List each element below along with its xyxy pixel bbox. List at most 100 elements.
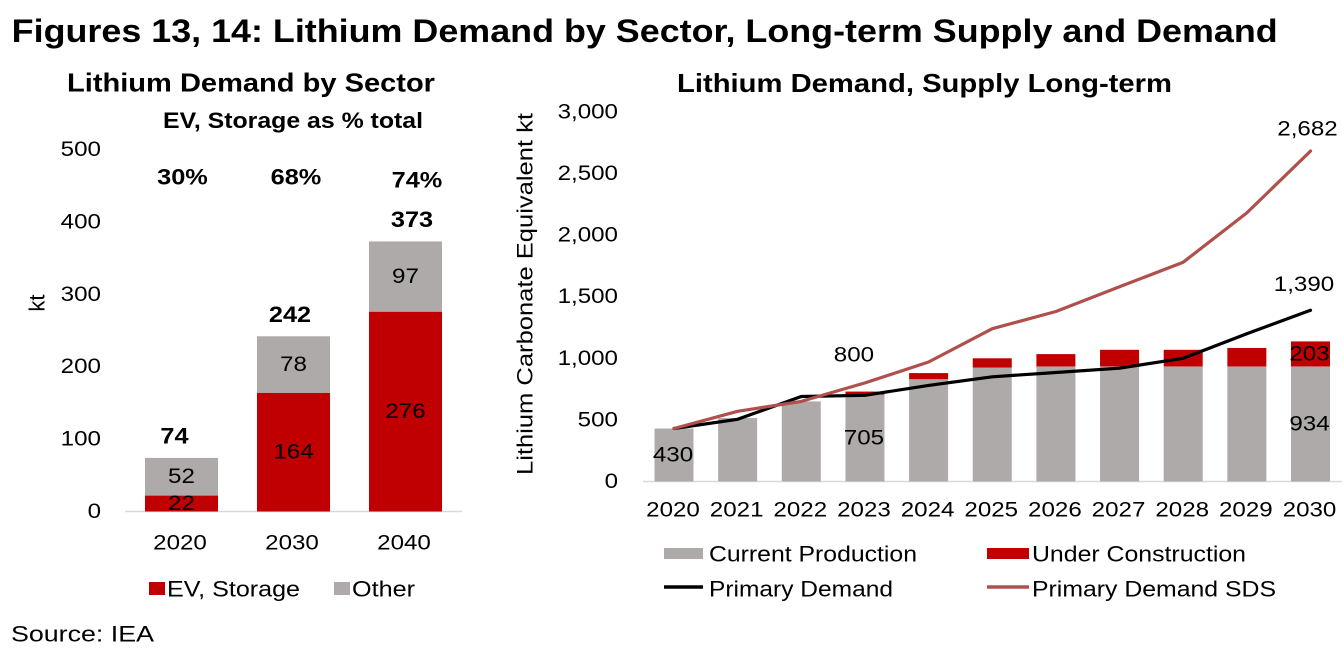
- right-legend: Current Production Under Construction Pr…: [664, 542, 1276, 602]
- data-point-primary-demand-sds-2024: [927, 360, 930, 364]
- left-legend: EV, Storage Other: [149, 577, 415, 602]
- bar-current-production-2027: [1100, 366, 1140, 482]
- bar-current-production-2022: [781, 401, 821, 482]
- data-label-other-2030: 78: [280, 353, 307, 376]
- figure-title: Figures 13, 14: Lithium Demand by Sector…: [12, 13, 1278, 49]
- annotation-current-production-2020: 430: [653, 444, 693, 467]
- legend-item-primary-demand-sds: Primary Demand SDS: [987, 577, 1276, 602]
- bar-other-2020: [145, 457, 218, 496]
- source-note: Source: IEA: [11, 622, 154, 647]
- data-point-primary-demand-2023: [863, 393, 867, 397]
- data-label-other-2020: 52: [168, 465, 195, 488]
- data-point-primary-demand-sds-2020: [672, 427, 676, 430]
- data-point-primary-demand-sds-2028: [1181, 260, 1185, 264]
- legend-label-other: Other: [352, 577, 415, 602]
- legend-swatch-ev-storage: [149, 582, 165, 595]
- legend-swatch-current-production: [664, 548, 703, 559]
- bar-current-production-2021: [718, 418, 758, 482]
- y-tick-label: 200: [61, 355, 101, 378]
- y-tick-label: 400: [61, 210, 101, 233]
- y-tick-label: 100: [61, 428, 101, 451]
- bar-current-production-2024: [909, 379, 949, 482]
- bar-under-construction-2026: [1036, 354, 1076, 367]
- legend-label-primary-demand: Primary Demand: [709, 577, 893, 602]
- right-chart: Lithium Demand, Supply Long-term Lithium…: [513, 68, 1342, 602]
- bar-ev-storage-2040: [369, 311, 442, 512]
- share-label-2020: 30%: [157, 165, 208, 190]
- y-tick-label: 2,000: [558, 224, 618, 247]
- right-y-axis-title: Lithium Carbonate Equivalent kt: [513, 113, 538, 475]
- data-point-primary-demand-sds-2026: [1054, 310, 1058, 313]
- x-tick-label: 2020: [646, 499, 700, 522]
- annotation-primary-demand-sds-2030: 2,682: [1277, 118, 1337, 141]
- left-chart-subtitle: EV, Storage as % total: [163, 108, 423, 133]
- data-point-primary-demand-sds-2027: [1118, 285, 1121, 289]
- data-point-primary-demand-2022: [799, 395, 803, 398]
- x-tick-label: 2023: [837, 499, 891, 522]
- left-chart: Lithium Demand by Sector EV, Storage as …: [25, 68, 462, 602]
- share-label-2030: 68%: [271, 165, 322, 190]
- bar-under-construction-2029: [1227, 347, 1267, 367]
- legend-label-under-construction: Under Construction: [1032, 542, 1246, 567]
- legend-item-under-construction: Under Construction: [987, 542, 1246, 567]
- bar-under-construction-2023: [845, 391, 885, 395]
- x-tick-label: 2027: [1092, 499, 1146, 522]
- bar-under-construction-2030: [1291, 341, 1330, 367]
- right-plot-area: 0 500 1,000 1,500 2,000 2,500 3,000 2020 2021 202…: [558, 100, 1342, 522]
- bar-current-production-2028: [1163, 366, 1203, 482]
- annotation-primary-demand-2030: 1,390: [1274, 273, 1334, 296]
- bars: [145, 241, 442, 512]
- data-point-primary-demand-sds-2025: [990, 327, 994, 331]
- x-tick-label: 2021: [710, 499, 764, 522]
- legend-label-current-production: Current Production: [709, 542, 917, 567]
- bar-current-production-2029: [1227, 366, 1267, 482]
- y-tick-label: 2,500: [558, 162, 618, 185]
- bar-labels: 22 52 74 30% 164 78 242 68% 276 97 373 74%: [157, 165, 442, 516]
- data-point-primary-demand-2021: [736, 417, 740, 421]
- bar-current-production-2025: [972, 367, 1012, 482]
- data-point-primary-demand-sds-2022: [799, 400, 803, 403]
- bar-current-production-2026: [1036, 366, 1076, 482]
- left-plot-area: 0 100 200 300 400 500 22 52 74 30% 164 78 242 68% 276 9…: [61, 138, 462, 555]
- annotation-primary-demand-sds-2023: 800: [834, 343, 874, 366]
- right-chart-title: Lithium Demand, Supply Long-term: [677, 68, 1172, 98]
- data-point-primary-demand-sds-2021: [736, 409, 740, 413]
- series-primary-demand-sds: [672, 149, 1313, 431]
- data-point-primary-demand-2025: [990, 375, 994, 379]
- y-tick-label: 300: [61, 283, 101, 306]
- bar-current-production-2020: [654, 428, 694, 482]
- x-tick-label: 2030: [1283, 499, 1337, 522]
- total-label-2030: 242: [269, 302, 311, 327]
- x-tick-label: 2040: [377, 532, 431, 555]
- bar-ev-storage-2020: [145, 495, 218, 512]
- legend-label-primary-demand-sds: Primary Demand SDS: [1032, 577, 1276, 602]
- annotation-current-production-2023: 705: [844, 427, 884, 450]
- left-y-axis-title: kt: [25, 294, 50, 311]
- data-label-other-2040: 97: [392, 265, 419, 288]
- annotation-under-construction-2030: 203: [1289, 342, 1329, 365]
- y-tick-label: 1,500: [558, 285, 618, 308]
- legend-item-current-production: Current Production: [664, 542, 917, 567]
- bar-current-production-2023: [845, 394, 885, 482]
- bar-ev-storage-2030: [257, 392, 330, 512]
- bar-current-production-2030: [1291, 366, 1330, 482]
- x-tick-label: 2030: [265, 532, 319, 555]
- bar-under-construction-2024: [909, 373, 949, 380]
- share-label-2040: 74%: [392, 168, 443, 193]
- annotations: 430 705 800 934 203 2,682 1,390: [653, 118, 1338, 467]
- legend-label-ev-storage: EV, Storage: [167, 577, 300, 602]
- x-tick-label: 2028: [1155, 499, 1209, 522]
- data-label-ev-storage-2020: 22: [168, 492, 195, 515]
- x-tick-label: 2025: [964, 499, 1018, 522]
- legend-item-ev-storage: EV, Storage: [149, 577, 300, 602]
- bars: [654, 341, 1330, 482]
- total-label-2020: 74: [160, 423, 189, 448]
- y-tick-label: 1,000: [558, 347, 618, 370]
- x-tick-label: 2024: [901, 499, 955, 522]
- data-point-primary-demand-2024: [927, 384, 930, 387]
- x-tick-label: 2026: [1028, 499, 1082, 522]
- data-label-ev-storage-2030: 164: [273, 441, 314, 464]
- data-point-primary-demand-sds-2023: [863, 381, 867, 385]
- total-label-2040: 373: [391, 207, 433, 232]
